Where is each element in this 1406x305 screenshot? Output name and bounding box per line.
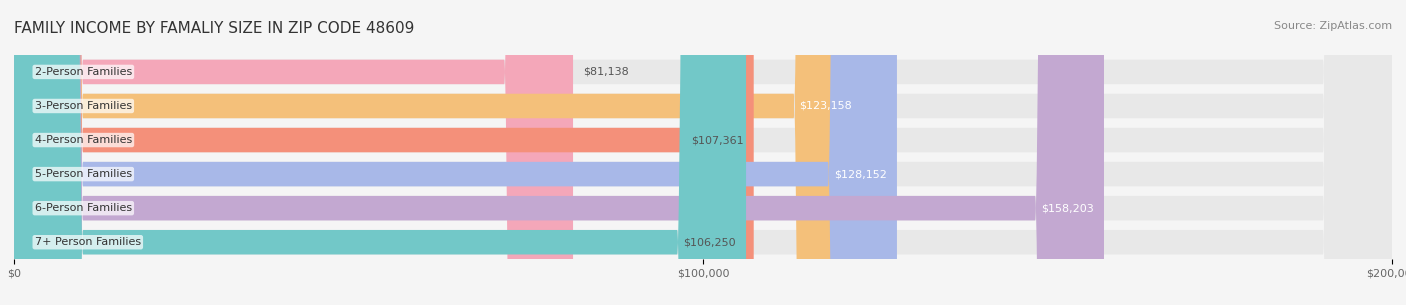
Text: $128,152: $128,152 xyxy=(834,169,887,179)
FancyBboxPatch shape xyxy=(14,0,897,305)
Text: 5-Person Families: 5-Person Families xyxy=(35,169,132,179)
Text: 4-Person Families: 4-Person Families xyxy=(35,135,132,145)
Text: $106,250: $106,250 xyxy=(683,237,735,247)
Text: 3-Person Families: 3-Person Families xyxy=(35,101,132,111)
FancyBboxPatch shape xyxy=(14,0,1392,305)
FancyBboxPatch shape xyxy=(14,0,574,305)
Text: $123,158: $123,158 xyxy=(800,101,852,111)
FancyBboxPatch shape xyxy=(14,0,1392,305)
FancyBboxPatch shape xyxy=(14,0,1392,305)
Text: $81,138: $81,138 xyxy=(583,67,628,77)
FancyBboxPatch shape xyxy=(14,0,862,305)
Text: Source: ZipAtlas.com: Source: ZipAtlas.com xyxy=(1274,21,1392,31)
FancyBboxPatch shape xyxy=(14,0,1104,305)
FancyBboxPatch shape xyxy=(14,0,1392,305)
FancyBboxPatch shape xyxy=(14,0,1392,305)
Text: $107,361: $107,361 xyxy=(690,135,744,145)
FancyBboxPatch shape xyxy=(14,0,754,305)
Text: 6-Person Families: 6-Person Families xyxy=(35,203,132,213)
Text: 2-Person Families: 2-Person Families xyxy=(35,67,132,77)
Text: $158,203: $158,203 xyxy=(1040,203,1094,213)
Text: 7+ Person Families: 7+ Person Families xyxy=(35,237,141,247)
FancyBboxPatch shape xyxy=(14,0,1392,305)
FancyBboxPatch shape xyxy=(14,0,747,305)
Text: FAMILY INCOME BY FAMALIY SIZE IN ZIP CODE 48609: FAMILY INCOME BY FAMALIY SIZE IN ZIP COD… xyxy=(14,21,415,36)
